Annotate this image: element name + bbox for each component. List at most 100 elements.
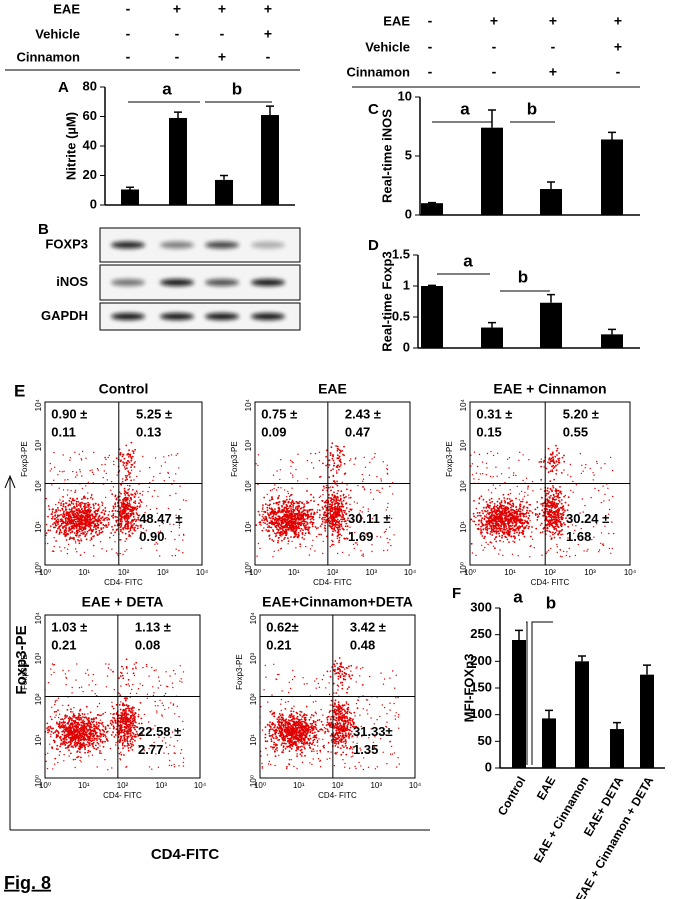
- event-dot: [109, 537, 111, 539]
- event-dot: [79, 469, 81, 471]
- event-dot: [508, 502, 510, 504]
- event-dot: [47, 505, 50, 507]
- event-dot: [77, 507, 80, 510]
- event-dot: [515, 519, 518, 521]
- event-dot: [279, 527, 282, 530]
- treatment-sign: +: [264, 26, 272, 42]
- event-dot: [119, 518, 122, 520]
- event-dot: [484, 510, 486, 512]
- event-dot: [493, 514, 495, 517]
- event-dot: [61, 471, 63, 473]
- event-dot: [67, 511, 70, 514]
- event-dot: [57, 725, 60, 728]
- event-dot: [173, 523, 175, 526]
- event-dot: [132, 452, 135, 454]
- event-dot: [178, 549, 180, 552]
- event-dot: [362, 555, 365, 557]
- event-dot: [264, 522, 266, 525]
- event-dot: [305, 521, 308, 523]
- event-dot: [80, 526, 83, 528]
- event-dot: [340, 523, 343, 526]
- blot-row-label: GAPDH: [41, 308, 88, 323]
- event-dot: [556, 529, 558, 532]
- event-dot: [55, 509, 57, 512]
- event-dot: [482, 512, 484, 515]
- event-dot: [87, 745, 90, 748]
- event-dot: [555, 520, 557, 522]
- event-dot: [81, 514, 84, 517]
- event-dot: [282, 522, 285, 525]
- event-dot: [274, 484, 276, 486]
- event-dot: [489, 512, 492, 514]
- event-dot: [292, 506, 294, 508]
- event-dot: [312, 467, 315, 469]
- event-dot: [103, 524, 106, 527]
- event-dot: [329, 525, 332, 528]
- event-dot: [300, 507, 303, 509]
- treatment-label: Vehicle: [35, 26, 80, 41]
- event-dot: [288, 498, 291, 501]
- event-dot: [167, 507, 170, 510]
- event-dot: [489, 519, 491, 522]
- event-dot: [331, 493, 334, 496]
- event-dot: [521, 500, 524, 503]
- event-dot: [317, 503, 320, 506]
- event-dot: [268, 537, 271, 540]
- event-dot: [551, 451, 554, 454]
- event-dot: [298, 511, 301, 513]
- bar: [540, 302, 562, 348]
- event-dot: [332, 528, 334, 530]
- event-dot: [122, 464, 125, 466]
- event-dot: [74, 520, 77, 523]
- event-dot: [122, 510, 124, 513]
- event-dot: [125, 504, 127, 507]
- event-dot: [550, 524, 553, 526]
- event-dot: [385, 509, 387, 511]
- event-dot: [70, 708, 72, 711]
- event-dot: [98, 518, 100, 521]
- event-dot: [346, 537, 348, 539]
- event-dot: [322, 514, 325, 516]
- event-dot: [504, 481, 506, 484]
- event-dot: [124, 475, 127, 477]
- event-dot: [490, 517, 493, 519]
- error-bar: [428, 201, 436, 204]
- event-dot: [336, 552, 339, 555]
- event-dot: [77, 739, 80, 742]
- event-dot: [333, 544, 335, 546]
- event-dot: [89, 521, 91, 523]
- event-dot: [287, 529, 289, 531]
- event-dot: [329, 452, 332, 454]
- event-dot: [124, 540, 126, 542]
- event-dot: [481, 535, 484, 537]
- event-dot: [331, 539, 333, 542]
- bar: [481, 327, 503, 348]
- event-dot: [351, 508, 353, 510]
- event-dot: [521, 509, 524, 511]
- event-dot: [136, 513, 139, 516]
- event-dot: [102, 476, 104, 479]
- event-dot: [281, 539, 283, 542]
- y-tick-label: 250: [470, 626, 492, 641]
- event-dot: [49, 525, 52, 528]
- event-dot: [323, 512, 326, 514]
- event-dot: [347, 517, 349, 520]
- event-dot: [267, 504, 269, 506]
- event-dot: [83, 729, 85, 732]
- event-dot: [336, 445, 339, 448]
- event-dot: [549, 480, 552, 483]
- event-dot: [603, 500, 605, 502]
- event-dot: [389, 526, 391, 528]
- event-dot: [124, 550, 126, 552]
- event-dot: [306, 512, 309, 514]
- event-dot: [480, 519, 483, 521]
- event-dot: [556, 546, 558, 548]
- event-dot: [275, 534, 277, 536]
- event-dot: [602, 485, 604, 487]
- event-dot: [144, 532, 146, 534]
- event-dot: [264, 511, 267, 513]
- blot-band: [160, 241, 194, 249]
- event-dot: [98, 735, 100, 738]
- significance-bracket: [526, 621, 553, 765]
- event-dot: [523, 505, 525, 508]
